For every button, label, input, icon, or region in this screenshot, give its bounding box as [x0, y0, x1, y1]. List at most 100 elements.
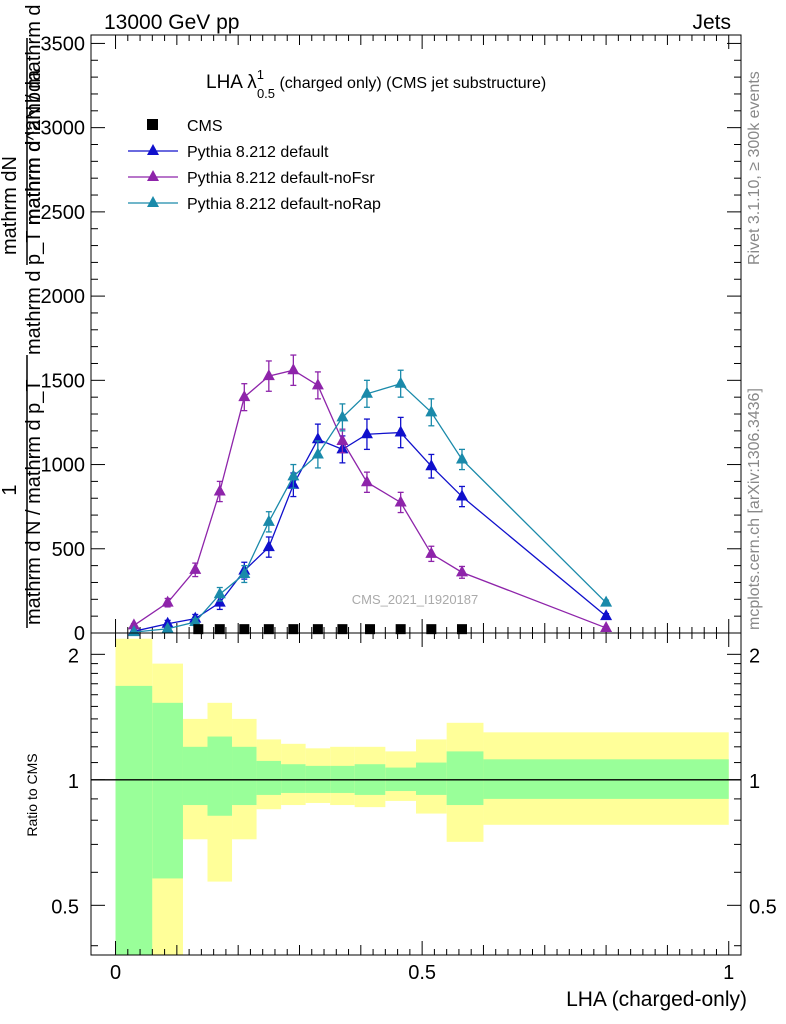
series-point-2 — [394, 376, 407, 388]
series-line-2 — [133, 382, 607, 633]
series-point-1 — [189, 562, 202, 574]
x-tick-label: 0 — [110, 962, 121, 984]
series-point-2 — [189, 615, 202, 627]
ratio-y-label: Ratio to CMS — [24, 753, 40, 836]
ratio-band-inner — [416, 762, 447, 795]
series-point-1 — [287, 363, 300, 375]
series-point-1 — [161, 595, 174, 607]
cms-data-point — [214, 624, 225, 635]
legend-nofsr-label: Pythia 8.212 default-noFsr — [187, 170, 375, 187]
y-tick-label: 2500 — [41, 202, 86, 224]
series-point-1 — [600, 620, 613, 632]
legend-default-marker — [147, 144, 159, 155]
ratio-plot-frame — [90, 632, 742, 956]
y-label-lower: mathrm d N / mathrm d p_T — [23, 379, 45, 625]
x-tick-label: 1 — [723, 962, 734, 984]
ratio-band-inner — [256, 760, 282, 795]
series-point-2 — [455, 452, 468, 464]
y-label-fraction: mathrm d^2N / mathrm d p_T mathrm d lamb… — [23, 0, 45, 225]
series-point-2 — [262, 514, 275, 526]
series-point-2 — [311, 447, 324, 459]
series-point-2 — [213, 587, 226, 599]
cms-data-point — [239, 624, 250, 635]
y-tick-label: 1500 — [41, 370, 86, 392]
x-tick-label: 0.5 — [408, 962, 436, 984]
plot-title: LHA λ1 0.5 (charged only) (CMS jet substr… — [206, 67, 546, 101]
x-axis-label: LHA (charged-only) — [566, 988, 747, 1011]
series-point-0 — [425, 459, 438, 471]
series-point-1 — [127, 618, 140, 630]
series-point-2 — [600, 595, 613, 607]
cms-data-point — [395, 624, 406, 635]
ratio-y-tick-label: 2 — [68, 645, 79, 667]
series-point-1 — [425, 546, 438, 558]
header-energy-label: 13000 GeV pp — [104, 11, 239, 34]
series-point-1 — [262, 369, 275, 381]
series-point-1 — [455, 565, 468, 577]
legend: CMS Pythia 8.212 default Pythia 8.212 de… — [128, 118, 381, 213]
legend-nofsr-marker — [147, 170, 159, 181]
y-label-upper: mathrm dN — [0, 156, 21, 255]
series-point-2 — [360, 386, 373, 398]
series-point-2 — [287, 469, 300, 481]
y-label-upper-denominator: mathrm d p_T mathrm d lambda — [23, 69, 45, 355]
series-point-2 — [425, 405, 438, 417]
ratio-bands — [91, 638, 741, 955]
title-main: LHA λ — [206, 72, 257, 93]
series-point-2 — [238, 567, 251, 579]
ratio-band-inner — [446, 751, 484, 806]
cms-data-point — [288, 624, 299, 635]
series-point-0 — [455, 489, 468, 501]
series-point-2 — [161, 621, 174, 633]
header-process-label: Jets — [692, 11, 731, 34]
main-y-axis-label: 1 mathrm d N / mathrm d p_T mathrm dN ma… — [0, 0, 45, 628]
legend-cms-marker — [147, 119, 158, 130]
series-point-2 — [336, 410, 349, 422]
series-point-1 — [213, 484, 226, 496]
y-tick-label: 3000 — [41, 118, 86, 140]
ratio-y-tick-label: 1 — [68, 771, 79, 793]
rivet-version-label: Rivet 3.1.10, ≥ 300k events — [746, 71, 763, 265]
svg-text:LHA λ10.5 (charged only) (CMS: LHA λ1 0.5 (charged only) (CMS jet substr… — [206, 67, 546, 101]
cms-data-point — [426, 624, 437, 635]
y-tick-label: 500 — [52, 539, 85, 561]
y-tick-label: 2000 — [41, 286, 86, 308]
series-line-0 — [133, 431, 607, 632]
ratio-y-tick-label-right: 1 — [749, 771, 760, 793]
y-tick-label: 0 — [74, 623, 85, 645]
series-point-0 — [262, 540, 275, 552]
analysis-watermark: CMS_2021_I1920187 — [352, 592, 479, 607]
series-point-1 — [394, 495, 407, 507]
series-point-1 — [238, 390, 251, 402]
legend-norap-marker — [147, 196, 159, 207]
y-label-one: 1 — [0, 484, 21, 495]
series-point-0 — [394, 425, 407, 437]
main-y-axis: 0 500 1000 1500 2000 2500 3000 3500 — [41, 33, 741, 645]
ratio-band-inner — [182, 746, 208, 806]
ratio-band-inner — [152, 702, 183, 879]
y-tick-label: 3500 — [41, 33, 86, 55]
cms-data-point — [365, 624, 376, 635]
cms-data-point — [337, 624, 348, 635]
ratio-band-inner — [232, 746, 257, 806]
ratio-y-tick-label: 0.5 — [51, 896, 79, 918]
main-data-layer — [127, 354, 613, 637]
mcplots-reference-label: mcplots.cern.ch [arXiv:1306.3436] — [746, 388, 763, 630]
legend-cms-label: CMS — [187, 118, 223, 135]
ratio-axes: 0.5 0.5 1 1 2 2 0 0.5 1 — [51, 633, 777, 984]
ratio-band-inner — [207, 736, 233, 816]
cms-data-point — [263, 624, 274, 635]
series-line-1 — [133, 369, 607, 629]
series-point-1 — [336, 433, 349, 445]
series-point-1 — [360, 475, 373, 487]
series-point-0 — [360, 427, 373, 439]
legend-norap-label: Pythia 8.212 default-noRap — [187, 196, 381, 213]
cms-data-point — [312, 624, 323, 635]
ratio-y-tick-label-right: 2 — [749, 645, 760, 667]
ratio-band-inner — [483, 759, 729, 799]
y-tick-label: 1000 — [41, 455, 86, 477]
ratio-band-inner — [281, 764, 306, 793]
title-superscript: 1 — [257, 67, 264, 82]
legend-default-label: Pythia 8.212 default — [187, 144, 329, 161]
